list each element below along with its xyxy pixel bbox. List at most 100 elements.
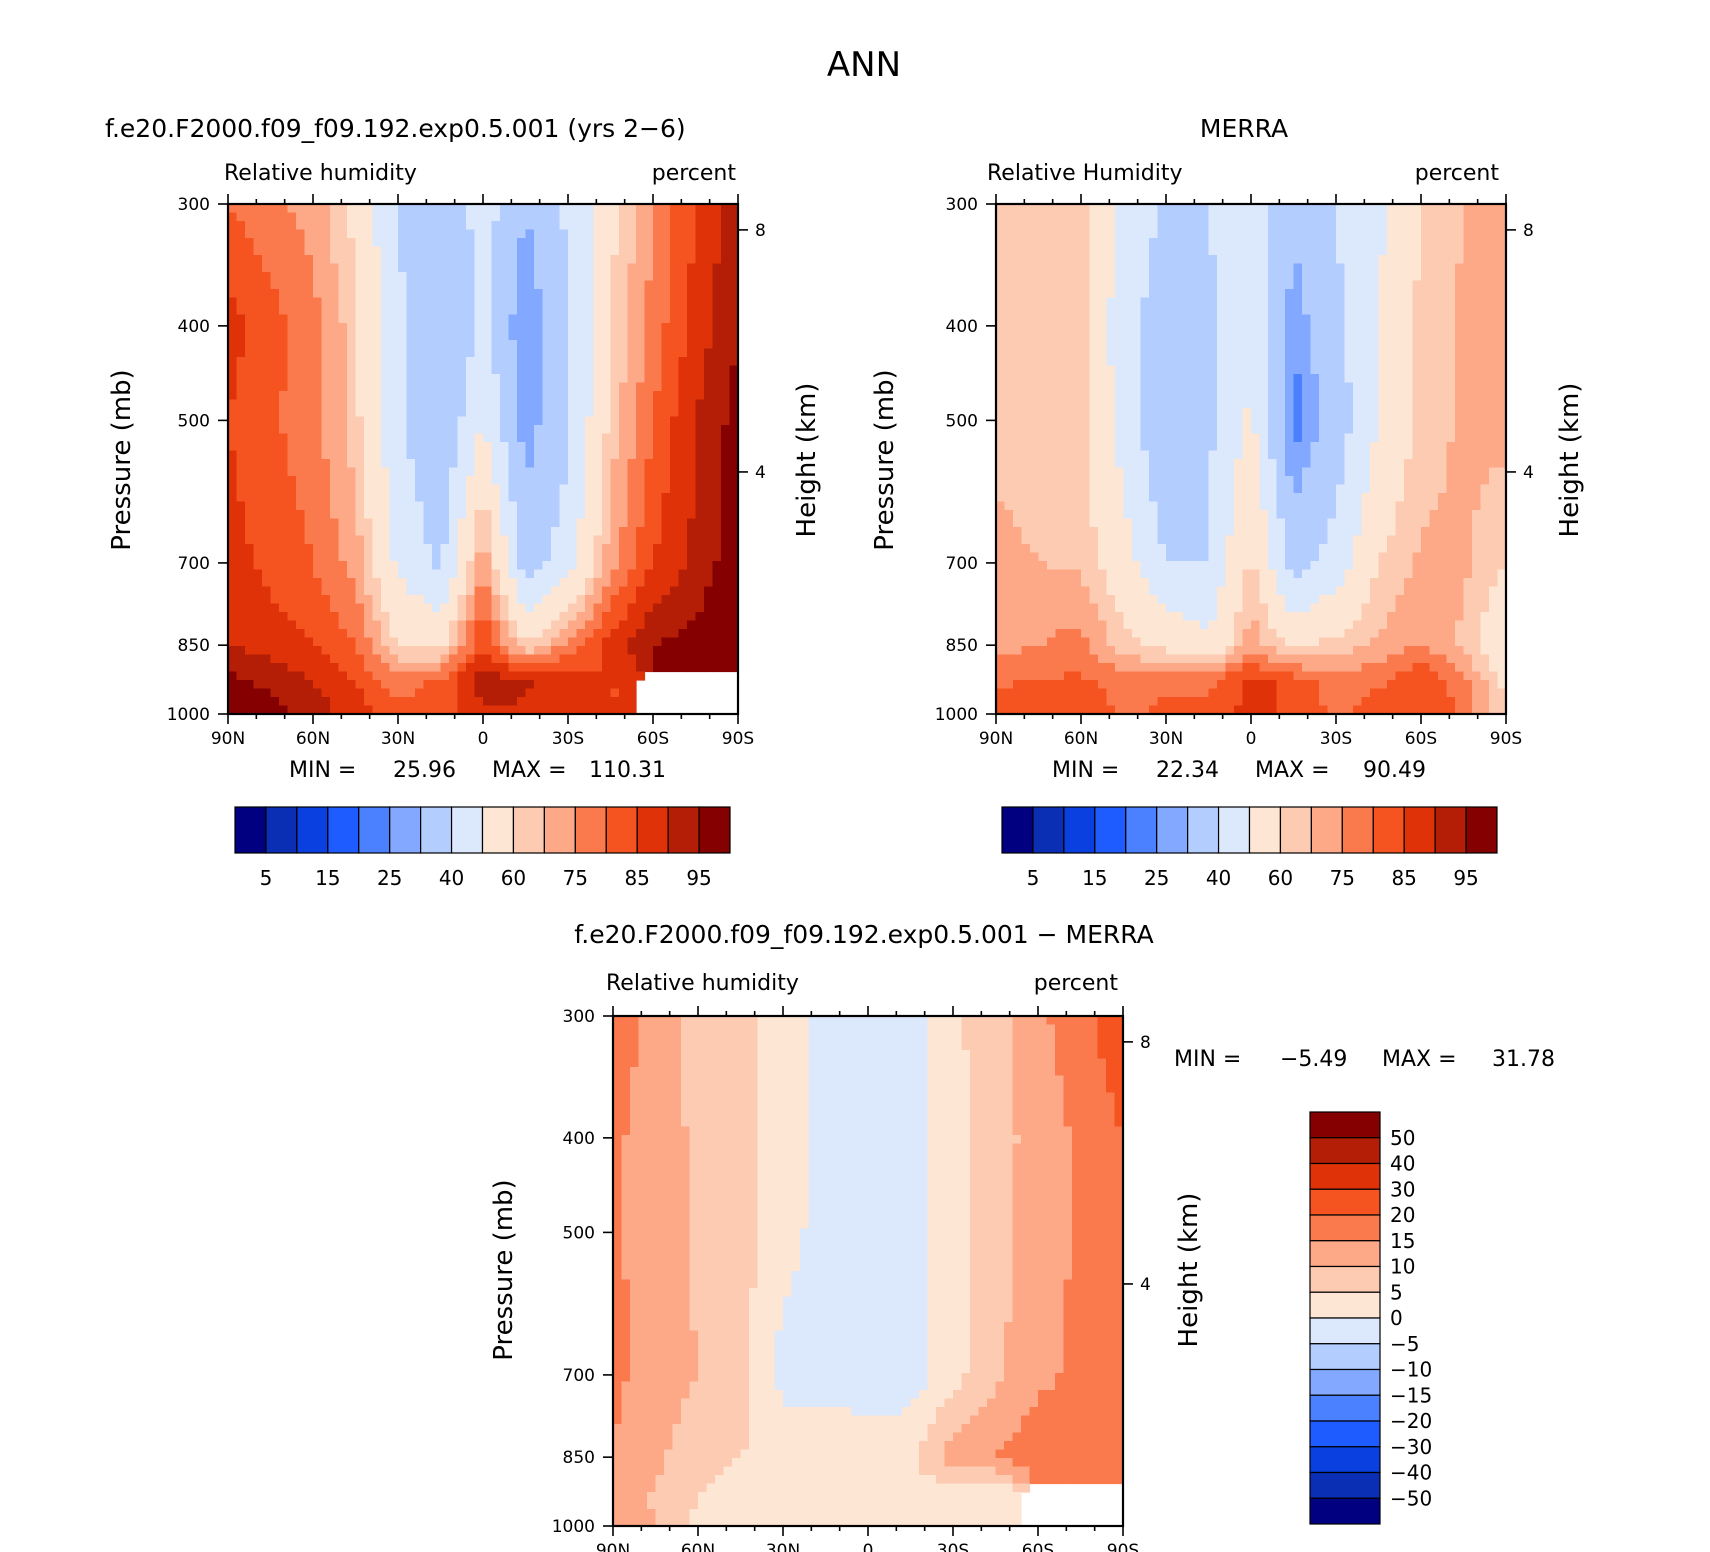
contour-cell bbox=[355, 323, 365, 333]
contour-cell bbox=[296, 637, 306, 647]
contour-cell bbox=[1064, 289, 1074, 299]
contour-cell bbox=[687, 357, 697, 367]
contour-cell bbox=[1446, 255, 1456, 265]
contour-cell bbox=[1064, 221, 1074, 231]
contour-cell bbox=[1072, 229, 1082, 239]
contour-cell bbox=[330, 603, 340, 613]
contour-cell bbox=[508, 331, 518, 341]
contour-cell bbox=[996, 280, 1006, 290]
contour-cell bbox=[1208, 255, 1218, 265]
contour-cell bbox=[474, 340, 484, 350]
contour-cell bbox=[1183, 331, 1193, 341]
contour-cell bbox=[228, 552, 238, 562]
contour-cell bbox=[568, 425, 578, 435]
contour-cell bbox=[236, 306, 246, 316]
contour-cell bbox=[1242, 314, 1252, 324]
contour-cell bbox=[474, 416, 484, 426]
contour-cell bbox=[627, 382, 637, 392]
contour-cell bbox=[704, 340, 714, 350]
contour-cell bbox=[687, 612, 697, 622]
contour-cell bbox=[687, 382, 697, 392]
contour-cell bbox=[440, 476, 450, 486]
contour-cell bbox=[330, 391, 340, 401]
contour-cell bbox=[406, 340, 416, 350]
contour-cell bbox=[695, 280, 705, 290]
contour-cell bbox=[321, 238, 331, 248]
contour-cell bbox=[279, 654, 289, 664]
contour-cell bbox=[1072, 297, 1082, 307]
contour-cell bbox=[721, 399, 731, 409]
contour-cell bbox=[551, 246, 561, 256]
contour-cell bbox=[338, 561, 348, 571]
contour-cell bbox=[627, 484, 637, 494]
contour-cell bbox=[1166, 212, 1176, 222]
contour-cell bbox=[542, 705, 552, 715]
contour-cell bbox=[287, 204, 297, 214]
contour-cell bbox=[236, 348, 246, 358]
contour-cell bbox=[525, 246, 535, 256]
contour-cell bbox=[389, 544, 399, 554]
contour-cell bbox=[1089, 391, 1099, 401]
contour-cell bbox=[661, 646, 671, 656]
contour-cell bbox=[1455, 340, 1465, 350]
contour-cell bbox=[1421, 297, 1431, 307]
contour-cell bbox=[415, 595, 425, 605]
contour-cell bbox=[296, 340, 306, 350]
contour-cell bbox=[551, 620, 561, 630]
contour-cell bbox=[1132, 204, 1142, 214]
contour-cell bbox=[1395, 357, 1405, 367]
contour-cell bbox=[695, 527, 705, 537]
contour-cell bbox=[287, 255, 297, 265]
contour-cell bbox=[355, 238, 365, 248]
contour-cell bbox=[313, 552, 323, 562]
contour-cell bbox=[1200, 374, 1210, 384]
contour-cell bbox=[695, 255, 705, 265]
contour-cell bbox=[287, 323, 297, 333]
contour-cell bbox=[542, 416, 552, 426]
contour-cell bbox=[1242, 357, 1252, 367]
contour-cell bbox=[313, 637, 323, 647]
contour-cell bbox=[500, 697, 510, 707]
contour-cell bbox=[1259, 391, 1269, 401]
contour-cell bbox=[1115, 272, 1125, 282]
contour-cell bbox=[525, 569, 535, 579]
contour-cell bbox=[636, 620, 646, 630]
contour-cell bbox=[279, 229, 289, 239]
contour-cell bbox=[466, 510, 476, 520]
contour-cell bbox=[517, 510, 527, 520]
contour-cell bbox=[296, 654, 306, 664]
contour-cell bbox=[695, 493, 705, 503]
contour-cell bbox=[228, 535, 238, 545]
contour-cell bbox=[287, 399, 297, 409]
contour-cell bbox=[619, 518, 629, 528]
contour-cell bbox=[1225, 263, 1235, 273]
contour-cell bbox=[670, 603, 680, 613]
contour-cell bbox=[1395, 323, 1405, 333]
contour-cell bbox=[729, 399, 739, 409]
contour-cell bbox=[1030, 238, 1040, 248]
contour-cell bbox=[542, 272, 552, 282]
contour-cell bbox=[270, 552, 280, 562]
contour-cell bbox=[1166, 272, 1176, 282]
contour-cell bbox=[1455, 238, 1465, 248]
contour-cell bbox=[381, 680, 391, 690]
contour-cell bbox=[1191, 348, 1201, 358]
contour-cell bbox=[236, 357, 246, 367]
contour-cell bbox=[313, 391, 323, 401]
contour-cell bbox=[270, 561, 280, 571]
contour-cell bbox=[1149, 382, 1159, 392]
contour-cell bbox=[1123, 391, 1133, 401]
contour-cell bbox=[636, 654, 646, 664]
contour-cell bbox=[1191, 272, 1201, 282]
contour-cell bbox=[1191, 289, 1201, 299]
contour-cell bbox=[347, 246, 357, 256]
contour-cell bbox=[576, 348, 586, 358]
contour-cell bbox=[440, 705, 450, 715]
contour-cell bbox=[406, 255, 416, 265]
contour-cell bbox=[415, 306, 425, 316]
contour-cell bbox=[321, 442, 331, 452]
contour-cell bbox=[1336, 280, 1346, 290]
contour-cell bbox=[381, 289, 391, 299]
contour-cell bbox=[1234, 391, 1244, 401]
contour-cell bbox=[1081, 331, 1091, 341]
